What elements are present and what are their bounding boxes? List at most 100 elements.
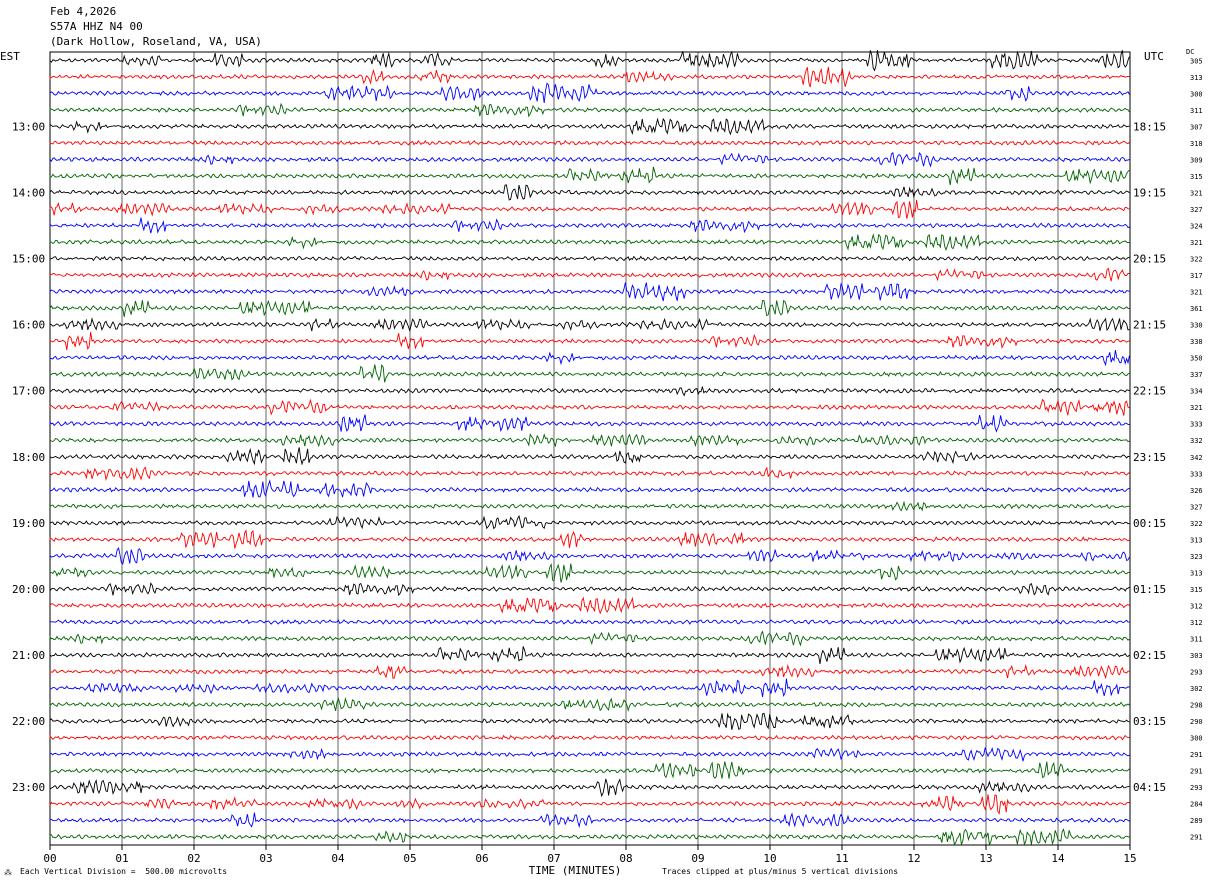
x-tick-label: 07 — [547, 852, 560, 865]
left-hour-label: 19:00 — [12, 517, 45, 530]
dc-offset-label: 321 — [1190, 239, 1203, 247]
x-tick-label: 06 — [475, 852, 488, 865]
seismic-trace — [49, 562, 1130, 583]
x-tick-label: 11 — [835, 852, 848, 865]
seismic-trace — [49, 102, 1130, 118]
seismic-trace — [49, 233, 1130, 252]
dc-offset-label: 321 — [1190, 189, 1203, 197]
seismic-trace — [49, 386, 1130, 397]
seismic-trace — [49, 812, 1130, 829]
dc-offset-label: 318 — [1190, 140, 1203, 148]
seismic-trace — [49, 747, 1130, 762]
dc-offset-label: 338 — [1190, 338, 1203, 346]
dc-offset-label: 323 — [1190, 553, 1203, 561]
x-tick-label: 01 — [115, 852, 128, 865]
left-hour-label: 21:00 — [12, 649, 45, 662]
seismic-trace — [49, 350, 1130, 367]
seismic-trace — [49, 317, 1130, 333]
seismic-trace — [49, 433, 1130, 448]
seismic-trace — [49, 712, 1130, 730]
seismic-trace — [49, 414, 1130, 433]
right-hour-label: 20:15 — [1133, 253, 1166, 266]
right-hour-label: 02:15 — [1133, 649, 1166, 662]
seismic-trace — [49, 199, 1130, 219]
x-tick-label: 09 — [691, 852, 704, 865]
seismic-trace — [49, 331, 1130, 351]
seismic-trace — [49, 582, 1130, 597]
x-tick-label: 13 — [979, 852, 992, 865]
dc-offset-label: 327 — [1190, 206, 1203, 214]
dc-offset-label: 309 — [1190, 156, 1203, 164]
seismic-trace — [49, 630, 1130, 647]
x-tick-label: 12 — [907, 852, 920, 865]
clip-note: Traces clipped at plus/minus 5 vertical … — [662, 867, 899, 876]
seismic-trace — [49, 479, 1130, 498]
dc-offset-label: 305 — [1190, 57, 1203, 65]
left-hour-label: 15:00 — [12, 253, 45, 266]
scale-note: Each Vertical Division = 500.00 microvol… — [20, 867, 228, 876]
right-hour-label: 22:15 — [1133, 385, 1166, 398]
dc-offset-label: 326 — [1190, 487, 1203, 495]
seismic-trace — [49, 794, 1130, 815]
station-location: (Dark Hollow, Roseland, VA, USA) — [50, 35, 262, 48]
dc-offset-label: 312 — [1190, 602, 1203, 610]
dc-offset-label: 350 — [1190, 355, 1203, 363]
dc-offset-label: 315 — [1190, 586, 1203, 594]
dc-offset-label: 315 — [1190, 173, 1203, 181]
dc-offset-label: 290 — [1190, 718, 1203, 726]
seismic-trace — [49, 166, 1130, 186]
x-tick-label: 00 — [43, 852, 56, 865]
seismic-trace — [49, 596, 1130, 615]
dc-offset-label: 291 — [1190, 751, 1203, 759]
dc-offset-label: 322 — [1190, 256, 1203, 264]
dc-offset-label: 284 — [1190, 801, 1203, 809]
x-tick-label: 04 — [331, 852, 345, 865]
dc-offset-label: 293 — [1190, 669, 1203, 677]
seismic-trace — [49, 66, 1130, 88]
x-tick-label: 08 — [619, 852, 632, 865]
seismic-trace — [49, 117, 1130, 136]
seismic-trace — [49, 547, 1130, 565]
dc-offset-label: 313 — [1190, 536, 1203, 544]
dc-offset-label: 307 — [1190, 123, 1203, 131]
seismic-trace — [49, 398, 1130, 416]
right-hour-label: 03:15 — [1133, 715, 1166, 728]
dc-offset-label: 311 — [1190, 635, 1203, 643]
dc-offset-label: 300 — [1190, 735, 1203, 743]
right-hour-label: 01:15 — [1133, 583, 1166, 596]
dc-offset-label: 289 — [1190, 817, 1203, 825]
seismic-trace — [49, 828, 1130, 847]
right-timezone-label: UTC — [1144, 50, 1164, 63]
seismic-trace — [49, 696, 1130, 712]
dc-offset-label: 321 — [1190, 404, 1203, 412]
left-hour-label: 16:00 — [12, 319, 45, 332]
dc-offset-label: 330 — [1190, 322, 1203, 330]
seismic-trace — [49, 50, 1130, 72]
left-hour-label: 13:00 — [12, 120, 45, 133]
dc-offset-label: 293 — [1190, 784, 1203, 792]
left-hour-label: 23:00 — [12, 781, 45, 794]
dc-offset-label: 300 — [1190, 90, 1203, 98]
dc-offset-label: 327 — [1190, 503, 1203, 511]
left-hour-label: 20:00 — [12, 583, 45, 596]
right-hour-label: 18:15 — [1133, 120, 1166, 133]
seismic-trace — [49, 514, 1130, 530]
seismic-trace — [49, 734, 1130, 741]
seismic-trace — [49, 500, 1130, 512]
dc-offset-label: 313 — [1190, 74, 1203, 82]
x-axis-title: TIME (MINUTES) — [529, 864, 622, 877]
dc-offset-label: 312 — [1190, 619, 1203, 627]
seismic-trace — [49, 529, 1130, 549]
dc-offset-label: 337 — [1190, 371, 1203, 379]
x-tick-label: 14 — [1051, 852, 1065, 865]
seismic-trace — [49, 217, 1130, 234]
seismic-trace — [49, 299, 1130, 317]
seismic-trace — [49, 663, 1130, 680]
dc-offset-label: 342 — [1190, 454, 1203, 462]
x-tick-label: 02 — [187, 852, 200, 865]
seismic-trace — [49, 282, 1130, 302]
station-code: S57A HHZ N4 00 — [50, 20, 143, 33]
dc-offset-label: 361 — [1190, 305, 1203, 313]
dc-offset-label: 322 — [1190, 520, 1203, 528]
